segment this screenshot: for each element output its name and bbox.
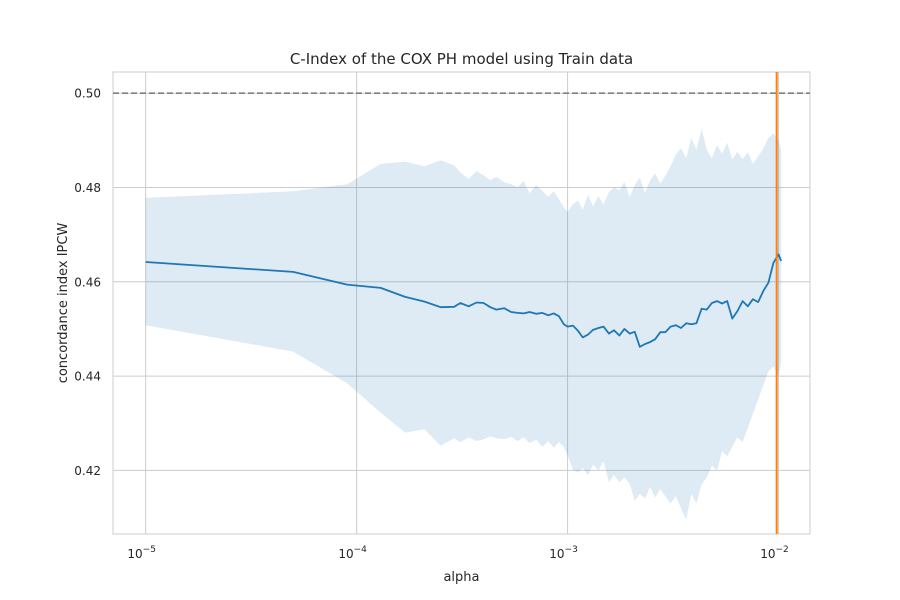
chart-title: C-Index of the COX PH model using Train … xyxy=(290,50,633,68)
x-axis-label: alpha xyxy=(443,570,479,585)
y-tick-labels: 0.42 0.44 0.46 0.48 0.50 xyxy=(74,87,101,478)
x-tick-label: 10−5 xyxy=(127,545,156,561)
x-tick-label: 10−2 xyxy=(760,545,789,561)
y-tick-label: 0.42 xyxy=(74,464,101,478)
y-tick-label: 0.48 xyxy=(74,181,101,195)
x-tick-label: 10−3 xyxy=(549,545,578,561)
y-tick-label: 0.44 xyxy=(74,370,101,384)
grid-lines xyxy=(113,72,810,534)
c-index-line xyxy=(145,253,783,348)
y-tick-label: 0.46 xyxy=(74,275,101,289)
x-tick-label: 10−4 xyxy=(338,545,367,561)
y-tick-label: 0.50 xyxy=(74,87,101,101)
x-tick-labels: 10−5 10−4 10−3 10−2 xyxy=(127,545,788,561)
confidence-band xyxy=(145,128,782,520)
y-axis-label: concordance index IPCW xyxy=(56,223,71,384)
